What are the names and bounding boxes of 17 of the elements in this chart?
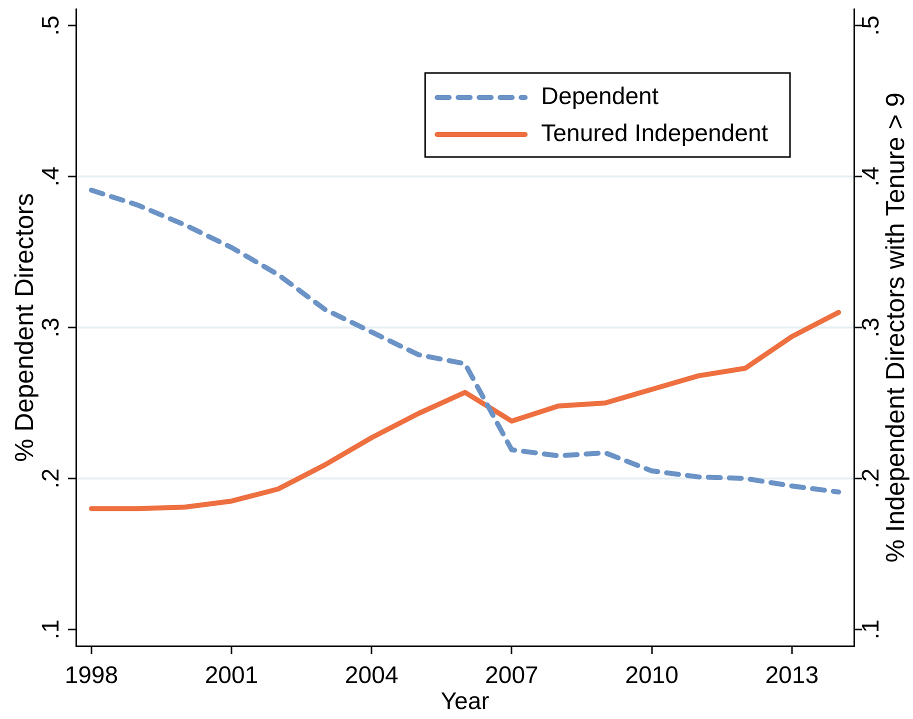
x-tick-label: 2001 — [204, 662, 258, 690]
x-axis-title: Year — [440, 688, 490, 716]
y2-tick-label: .1 — [858, 619, 885, 640]
x-tick-label: 2013 — [765, 662, 819, 690]
y-axis-title: % Dependent Directors — [8, 193, 39, 462]
y2-tick-label: .5 — [858, 16, 885, 36]
legend-label: Dependent — [541, 83, 659, 110]
y-tick-label: .4 — [38, 166, 65, 187]
y-tick-label: .3 — [38, 317, 65, 338]
y-tick-label: .5 — [38, 16, 65, 36]
x-tick-label: 2007 — [485, 662, 538, 690]
x-tick-label: 2004 — [344, 662, 398, 690]
y-tick-label: .1 — [38, 619, 65, 640]
x-tick-label: 2010 — [625, 662, 678, 690]
legend-label: Tenured Independent — [541, 120, 768, 148]
x-tick-label: 1998 — [64, 662, 118, 690]
y-tick-label: .2 — [38, 468, 65, 488]
